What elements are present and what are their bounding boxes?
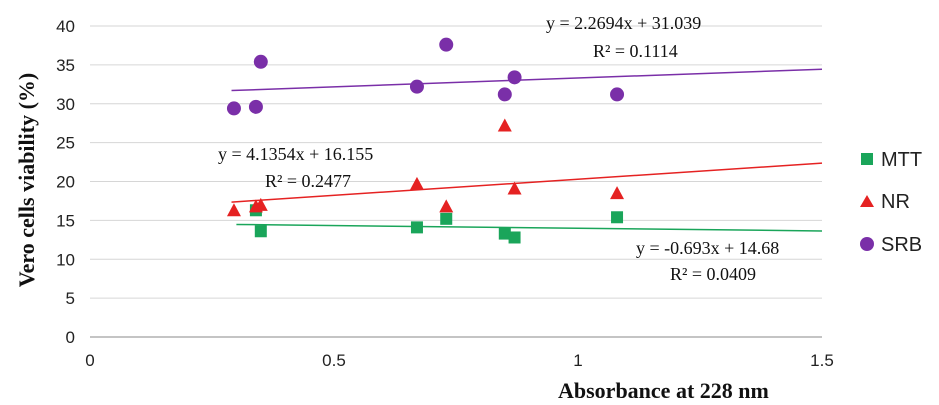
legend: MTT NR SRB [860, 149, 922, 256]
nr-equation: y = 4.1354x + 16.155 [218, 144, 373, 164]
point-nr [226, 203, 241, 217]
trendlines [231, 68, 823, 232]
y-tick-label: 15 [56, 211, 75, 230]
y-tick-label: 20 [56, 173, 75, 192]
point-nr [507, 181, 522, 195]
x-tick-label: 1 [573, 351, 582, 370]
gridlines [90, 25, 822, 299]
point-nr [610, 186, 625, 200]
point-mtt [611, 211, 624, 224]
legend-marker-srb [860, 237, 874, 251]
y-tick-label: 5 [66, 289, 75, 308]
point-srb [497, 87, 512, 102]
legend-label-srb: SRB [881, 234, 922, 256]
trendline-mtt [236, 223, 823, 232]
point-srb [253, 54, 268, 69]
legend-marker-nr [860, 195, 874, 207]
trendline-srb [231, 68, 823, 92]
y-axis-title: Vero cells viability (%) [14, 73, 39, 287]
srb-r2: R² = 0.1114 [593, 41, 678, 61]
y-tick-label: 30 [56, 95, 75, 114]
x-tick-label: 1.5 [810, 351, 834, 370]
legend-label-nr: NR [881, 191, 910, 213]
srb-equation: y = 2.2694x + 31.039 [546, 13, 701, 33]
point-srb [226, 101, 241, 116]
point-srb [409, 79, 424, 94]
y-tick-label: 10 [56, 250, 75, 269]
point-nr [497, 118, 512, 132]
nr-r2: R² = 0.2477 [265, 171, 351, 191]
y-tick-label: 0 [66, 328, 75, 347]
legend-marker-mtt [861, 153, 873, 165]
point-srb [439, 37, 454, 52]
y-tick-label: 25 [56, 134, 75, 153]
y-tick-label: 40 [56, 17, 75, 36]
legend-label-mtt: MTT [881, 149, 922, 171]
point-srb [610, 87, 625, 102]
point-srb [248, 99, 263, 114]
point-nr [253, 197, 268, 211]
point-nr [409, 176, 424, 190]
x-axis-title: Absorbance at 228 nm [558, 378, 769, 403]
point-mtt [498, 227, 511, 240]
point-srb [507, 70, 522, 85]
x-tick-labels: 0 0.5 1 1.5 [85, 351, 834, 370]
y-tick-labels: 0 5 10 15 20 25 30 35 40 [56, 17, 75, 347]
y-tick-label: 35 [56, 56, 75, 75]
point-mtt [440, 212, 453, 225]
point-mtt [508, 231, 521, 244]
x-tick-label: 0.5 [322, 351, 346, 370]
point-mtt [410, 221, 423, 234]
trendline-nr [231, 162, 823, 203]
point-mtt [254, 225, 267, 238]
mtt-r2: R² = 0.0409 [670, 264, 756, 284]
mtt-equation: y = -0.693x + 14.68 [636, 238, 779, 258]
x-tick-label: 0 [85, 351, 94, 370]
point-nr [439, 199, 454, 213]
data-points [226, 37, 625, 244]
